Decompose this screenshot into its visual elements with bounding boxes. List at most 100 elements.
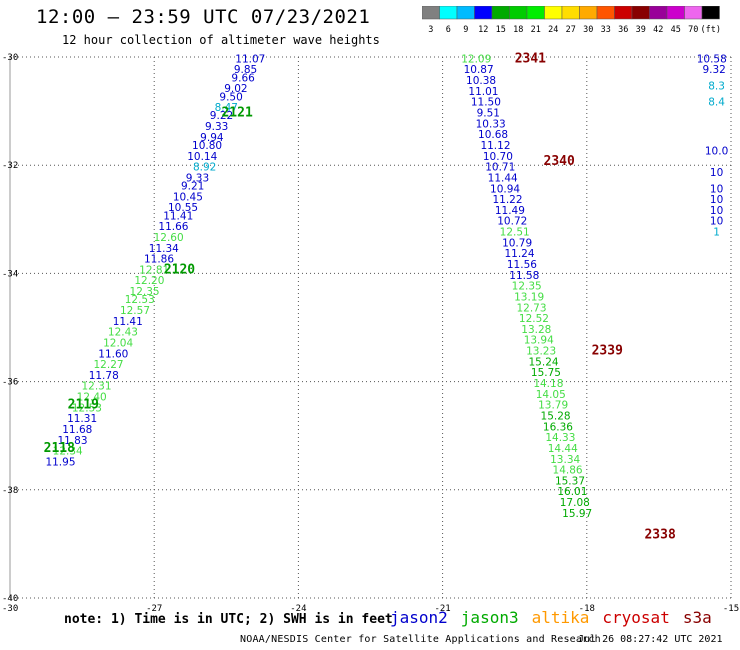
pass-label: 2338 <box>644 527 675 542</box>
wave-height-label: 9.94 <box>200 132 224 144</box>
wave-height-label: 10.14 <box>187 151 217 163</box>
wave-height-label: 11.95 <box>45 456 75 468</box>
wave-height-label: 12.57 <box>120 305 150 317</box>
wave-height-label: 10.70 <box>483 151 513 163</box>
wave-height-label: 11.49 <box>495 205 525 217</box>
satellite-legend-item: altika <box>531 608 590 627</box>
scale-label: 6 <box>446 25 451 35</box>
pass-label: 2339 <box>592 344 623 359</box>
y-tick-label: -32 <box>2 161 18 171</box>
wave-height-label: 14.44 <box>548 443 578 455</box>
wave-height-label: 10 <box>710 205 723 217</box>
wave-height-label: 12.34 <box>53 446 83 458</box>
wave-height-label: 12.04 <box>103 337 133 349</box>
wave-height-label: 13.19 <box>514 291 544 303</box>
satellite-legend-item: jason2 <box>390 608 448 627</box>
pass-label: 2340 <box>544 154 575 169</box>
scale-label: 9 <box>463 25 468 35</box>
wave-height-label: 11.78 <box>89 370 119 382</box>
wave-height-label: 10.79 <box>502 237 532 249</box>
wave-height-label: 9.22 <box>210 110 233 122</box>
wave-height-label: 12.53 <box>125 294 155 306</box>
pass-label: 2121 <box>221 106 252 121</box>
wave-height-label: 9.32 <box>702 64 725 76</box>
wave-height-label: 10.72 <box>497 216 527 228</box>
wave-height-label: 15.97 <box>562 508 592 520</box>
wave-height-label: 8.92 <box>193 162 216 174</box>
wave-height-label: 9.33 <box>186 172 209 184</box>
x-tick-label: -15 <box>723 604 739 614</box>
scale-label: 39 <box>636 25 646 35</box>
wave-height-label: 11.34 <box>149 243 179 255</box>
wave-height-label: 10.38 <box>466 75 496 87</box>
wave-height-label: 15.24 <box>529 356 559 368</box>
wave-height-label: 9.50 <box>219 91 242 103</box>
wave-height-label: 12.09 <box>461 53 491 65</box>
scale-label: 70 <box>688 25 698 35</box>
y-tick-label: -40 <box>2 594 18 604</box>
x-tick-label: -27 <box>146 604 162 614</box>
x-tick-label: -21 <box>434 604 450 614</box>
wave-height-label: 12.40 <box>77 392 107 404</box>
wave-height-label: 12.31 <box>81 381 111 393</box>
wave-height-label: 10.71 <box>485 162 515 174</box>
wave-height-label: 13.94 <box>524 335 554 347</box>
y-tick-label: -34 <box>2 269 18 279</box>
page-title: 12:00 — 23:59 UTC 07/23/2021 <box>36 6 371 28</box>
scale-label: 33 <box>601 25 611 35</box>
scale-label: 15 <box>496 25 506 35</box>
wave-height-label: 11.86 <box>144 254 174 266</box>
footer-note: note: 1) Time is in UTC; 2) SWH is in fe… <box>64 612 393 627</box>
wave-height-label: 10.58 <box>697 53 727 65</box>
wave-height-label: 11.41 <box>113 316 143 328</box>
wave-height-label: 11.83 <box>57 435 87 447</box>
page-subtitle: 12 hour collection of altimeter wave hei… <box>62 33 380 47</box>
satellite-legend-item: cryosat <box>602 608 670 627</box>
wave-height-label: 10.55 <box>168 202 198 214</box>
scale-label: 24 <box>548 25 558 35</box>
wave-height-label: 10 <box>710 183 723 195</box>
scale-label: 12 <box>478 25 488 35</box>
wave-height-label: 10.68 <box>478 129 508 141</box>
wave-height-label: 12.52 <box>519 313 549 325</box>
wave-height-label: 11.07 <box>235 53 265 65</box>
wave-height-label: 9.66 <box>231 72 255 84</box>
y-tick-label: -30 <box>2 53 18 63</box>
wave-height-label: 10 <box>710 216 723 228</box>
y-tick-label: -38 <box>2 486 18 496</box>
wave-height-label: 14.86 <box>553 465 583 477</box>
y-tick-label: -36 <box>2 378 18 388</box>
wave-height-label: 11.01 <box>468 86 498 98</box>
wave-height-label: 15.75 <box>531 367 561 379</box>
wave-height-label: 10 <box>710 194 723 206</box>
wave-height-label: 8.4 <box>708 97 725 109</box>
wave-height-label: 11.24 <box>504 248 534 260</box>
wave-height-label: 9.51 <box>477 108 500 120</box>
wave-height-label: 8.47 <box>215 102 238 114</box>
wave-height-label: 9.85 <box>234 64 257 76</box>
wave-height-label: 13.28 <box>521 324 551 336</box>
wave-height-label: 17.08 <box>560 497 590 509</box>
wave-height-label: 11.68 <box>62 424 92 436</box>
wave-height-label: 10.80 <box>192 140 222 152</box>
wave-height-label: 11.50 <box>471 97 501 109</box>
pass-label: 2119 <box>68 398 99 413</box>
x-tick-label: -24 <box>290 604 306 614</box>
credit-line: NOAA/NESDIS Center for Satellite Applica… <box>240 634 601 645</box>
wave-height-label: 15.28 <box>541 410 571 422</box>
wave-height-label: 13.79 <box>538 400 568 412</box>
wave-height-label: 12.35 <box>130 286 160 298</box>
x-tick-label: -18 <box>579 604 595 614</box>
wave-height-label: 10 <box>710 167 723 179</box>
scale-label: 36 <box>618 25 628 35</box>
color-scale-legend: 3 6 9 12 15 18 21 24 27 30 33 36 39 42 45 70 (ft) <box>422 6 721 35</box>
pass-label: 2120 <box>164 262 195 277</box>
scale-label: 45 <box>671 25 681 35</box>
wave-height-label: 13.34 <box>550 454 580 466</box>
corner-tick-label: -30 <box>2 604 18 614</box>
scale-label: (ft) <box>701 25 721 35</box>
scale-label: 27 <box>566 25 576 35</box>
wave-height-label: 11.60 <box>98 348 128 360</box>
wave-height-label: 11.58 <box>509 270 539 282</box>
